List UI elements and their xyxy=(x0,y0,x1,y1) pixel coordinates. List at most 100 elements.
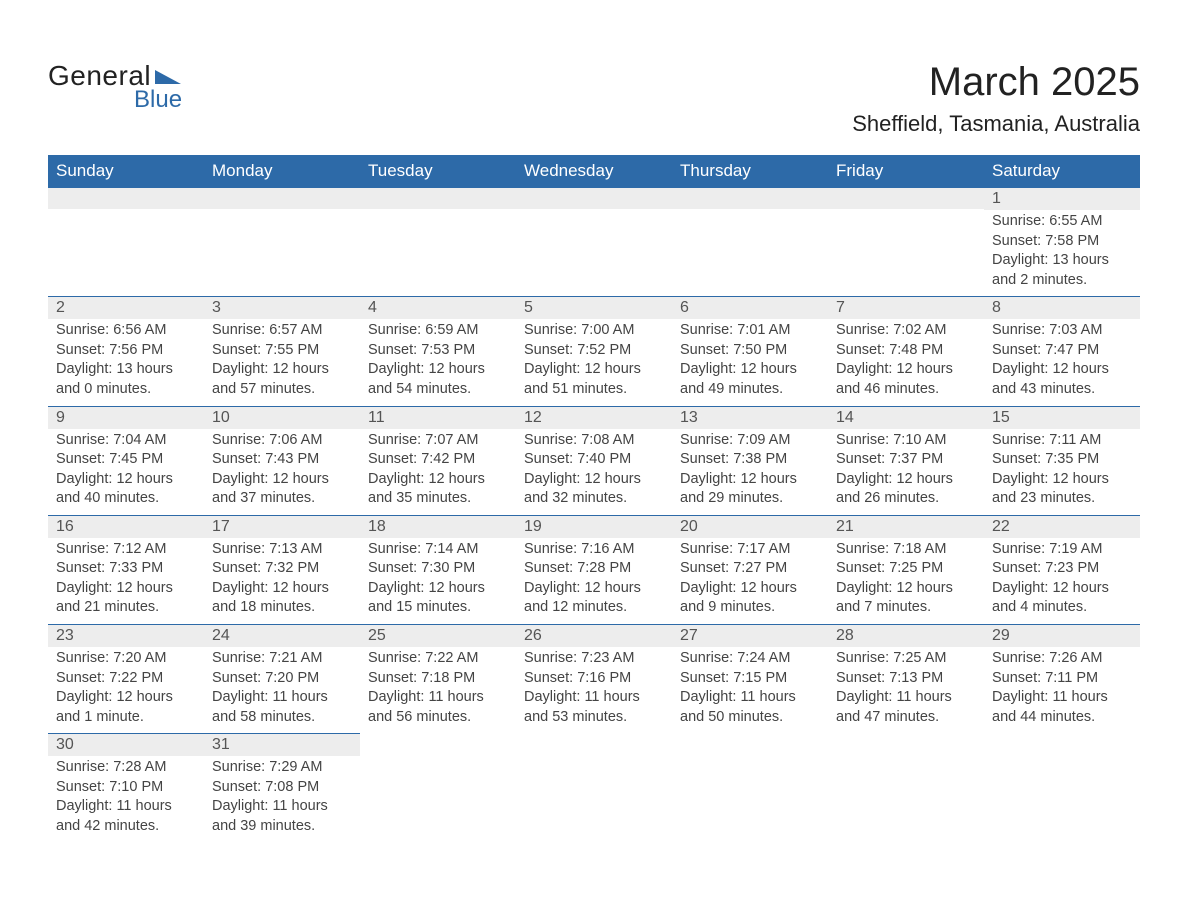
day-number: 6 xyxy=(672,296,828,319)
calendar-cell xyxy=(360,187,516,296)
day-number: 5 xyxy=(516,296,672,319)
daylight-line: Daylight: 11 hours and 53 minutes. xyxy=(524,688,664,727)
daylight-line: Daylight: 12 hours and 40 minutes. xyxy=(56,470,196,509)
sunset-line: Sunset: 7:15 PM xyxy=(680,669,820,689)
day-number: 3 xyxy=(204,296,360,319)
day-details: Sunrise: 6:57 AMSunset: 7:55 PMDaylight:… xyxy=(204,319,360,405)
sunset-line: Sunset: 7:52 PM xyxy=(524,341,664,361)
day-number: 7 xyxy=(828,296,984,319)
sunrise-line: Sunrise: 7:17 AM xyxy=(680,540,820,560)
calendar-cell: 13Sunrise: 7:09 AMSunset: 7:38 PMDayligh… xyxy=(672,406,828,515)
daylight-line: Daylight: 12 hours and 51 minutes. xyxy=(524,360,664,399)
calendar-cell xyxy=(828,733,984,842)
daylight-line: Daylight: 12 hours and 9 minutes. xyxy=(680,579,820,618)
sunset-line: Sunset: 7:43 PM xyxy=(212,450,352,470)
empty-day-bar xyxy=(828,187,984,209)
daylight-line: Daylight: 12 hours and 21 minutes. xyxy=(56,579,196,618)
brand-triangle-icon xyxy=(155,66,185,86)
sunset-line: Sunset: 7:08 PM xyxy=(212,778,352,798)
weekday-saturday: Saturday xyxy=(984,155,1140,187)
sunset-line: Sunset: 7:47 PM xyxy=(992,341,1132,361)
calendar-cell: 12Sunrise: 7:08 AMSunset: 7:40 PMDayligh… xyxy=(516,406,672,515)
calendar-cell: 1Sunrise: 6:55 AMSunset: 7:58 PMDaylight… xyxy=(984,187,1140,296)
location-subtitle: Sheffield, Tasmania, Australia xyxy=(852,111,1140,137)
sunrise-line: Sunrise: 7:18 AM xyxy=(836,540,976,560)
calendar-week-row: 9Sunrise: 7:04 AMSunset: 7:45 PMDaylight… xyxy=(48,406,1140,515)
day-number: 20 xyxy=(672,515,828,538)
sunrise-line: Sunrise: 7:16 AM xyxy=(524,540,664,560)
calendar-cell: 30Sunrise: 7:28 AMSunset: 7:10 PMDayligh… xyxy=(48,733,204,842)
calendar-cell: 29Sunrise: 7:26 AMSunset: 7:11 PMDayligh… xyxy=(984,624,1140,733)
title-block: March 2025 Sheffield, Tasmania, Australi… xyxy=(852,60,1140,137)
sunrise-line: Sunrise: 7:12 AM xyxy=(56,540,196,560)
calendar-cell: 28Sunrise: 7:25 AMSunset: 7:13 PMDayligh… xyxy=(828,624,984,733)
day-number: 9 xyxy=(48,406,204,429)
sunrise-line: Sunrise: 7:29 AM xyxy=(212,758,352,778)
empty-day-bar xyxy=(360,187,516,209)
calendar-cell xyxy=(984,733,1140,842)
daylight-line: Daylight: 12 hours and 4 minutes. xyxy=(992,579,1132,618)
sunset-line: Sunset: 7:23 PM xyxy=(992,559,1132,579)
empty-day-body xyxy=(360,209,516,287)
calendar-cell: 31Sunrise: 7:29 AMSunset: 7:08 PMDayligh… xyxy=(204,733,360,842)
day-details: Sunrise: 7:02 AMSunset: 7:48 PMDaylight:… xyxy=(828,319,984,405)
day-number: 27 xyxy=(672,624,828,647)
sunrise-line: Sunrise: 7:21 AM xyxy=(212,649,352,669)
calendar-cell: 26Sunrise: 7:23 AMSunset: 7:16 PMDayligh… xyxy=(516,624,672,733)
daylight-line: Daylight: 12 hours and 1 minute. xyxy=(56,688,196,727)
day-number: 4 xyxy=(360,296,516,319)
sunrise-line: Sunrise: 7:13 AM xyxy=(212,540,352,560)
day-details: Sunrise: 7:25 AMSunset: 7:13 PMDaylight:… xyxy=(828,647,984,733)
sunset-line: Sunset: 7:20 PM xyxy=(212,669,352,689)
daylight-line: Daylight: 12 hours and 46 minutes. xyxy=(836,360,976,399)
day-details: Sunrise: 7:24 AMSunset: 7:15 PMDaylight:… xyxy=(672,647,828,733)
sunset-line: Sunset: 7:27 PM xyxy=(680,559,820,579)
calendar-cell: 15Sunrise: 7:11 AMSunset: 7:35 PMDayligh… xyxy=(984,406,1140,515)
day-number: 15 xyxy=(984,406,1140,429)
calendar-cell: 17Sunrise: 7:13 AMSunset: 7:32 PMDayligh… xyxy=(204,515,360,624)
weekday-friday: Friday xyxy=(828,155,984,187)
sunrise-line: Sunrise: 7:01 AM xyxy=(680,321,820,341)
day-details: Sunrise: 7:16 AMSunset: 7:28 PMDaylight:… xyxy=(516,538,672,624)
weekday-header-row: Sunday Monday Tuesday Wednesday Thursday… xyxy=(48,155,1140,187)
day-number: 11 xyxy=(360,406,516,429)
sunset-line: Sunset: 7:28 PM xyxy=(524,559,664,579)
calendar-cell: 3Sunrise: 6:57 AMSunset: 7:55 PMDaylight… xyxy=(204,296,360,405)
day-details: Sunrise: 6:56 AMSunset: 7:56 PMDaylight:… xyxy=(48,319,204,405)
day-number: 21 xyxy=(828,515,984,538)
calendar-cell: 10Sunrise: 7:06 AMSunset: 7:43 PMDayligh… xyxy=(204,406,360,515)
day-number: 24 xyxy=(204,624,360,647)
daylight-line: Daylight: 11 hours and 42 minutes. xyxy=(56,797,196,836)
empty-day-body xyxy=(672,209,828,287)
calendar-cell: 27Sunrise: 7:24 AMSunset: 7:15 PMDayligh… xyxy=(672,624,828,733)
daylight-line: Daylight: 12 hours and 12 minutes. xyxy=(524,579,664,618)
sunrise-line: Sunrise: 6:57 AM xyxy=(212,321,352,341)
daylight-line: Daylight: 11 hours and 44 minutes. xyxy=(992,688,1132,727)
sunrise-line: Sunrise: 7:08 AM xyxy=(524,431,664,451)
sunset-line: Sunset: 7:50 PM xyxy=(680,341,820,361)
day-details: Sunrise: 6:59 AMSunset: 7:53 PMDaylight:… xyxy=(360,319,516,405)
day-details: Sunrise: 7:11 AMSunset: 7:35 PMDaylight:… xyxy=(984,429,1140,515)
calendar-week-row: 1Sunrise: 6:55 AMSunset: 7:58 PMDaylight… xyxy=(48,187,1140,296)
day-details: Sunrise: 7:03 AMSunset: 7:47 PMDaylight:… xyxy=(984,319,1140,405)
day-details: Sunrise: 7:07 AMSunset: 7:42 PMDaylight:… xyxy=(360,429,516,515)
calendar-cell: 9Sunrise: 7:04 AMSunset: 7:45 PMDaylight… xyxy=(48,406,204,515)
daylight-line: Daylight: 12 hours and 7 minutes. xyxy=(836,579,976,618)
day-number: 29 xyxy=(984,624,1140,647)
daylight-line: Daylight: 11 hours and 58 minutes. xyxy=(212,688,352,727)
empty-day-bar xyxy=(516,187,672,209)
daylight-line: Daylight: 13 hours and 0 minutes. xyxy=(56,360,196,399)
day-number: 1 xyxy=(984,187,1140,210)
sunset-line: Sunset: 7:30 PM xyxy=(368,559,508,579)
calendar-cell: 6Sunrise: 7:01 AMSunset: 7:50 PMDaylight… xyxy=(672,296,828,405)
day-number: 22 xyxy=(984,515,1140,538)
calendar-cell xyxy=(672,187,828,296)
day-number: 14 xyxy=(828,406,984,429)
day-details: Sunrise: 7:28 AMSunset: 7:10 PMDaylight:… xyxy=(48,756,204,842)
day-details: Sunrise: 7:13 AMSunset: 7:32 PMDaylight:… xyxy=(204,538,360,624)
day-number: 13 xyxy=(672,406,828,429)
calendar-cell: 25Sunrise: 7:22 AMSunset: 7:18 PMDayligh… xyxy=(360,624,516,733)
day-number: 26 xyxy=(516,624,672,647)
sunrise-line: Sunrise: 6:59 AM xyxy=(368,321,508,341)
sunrise-line: Sunrise: 7:11 AM xyxy=(992,431,1132,451)
